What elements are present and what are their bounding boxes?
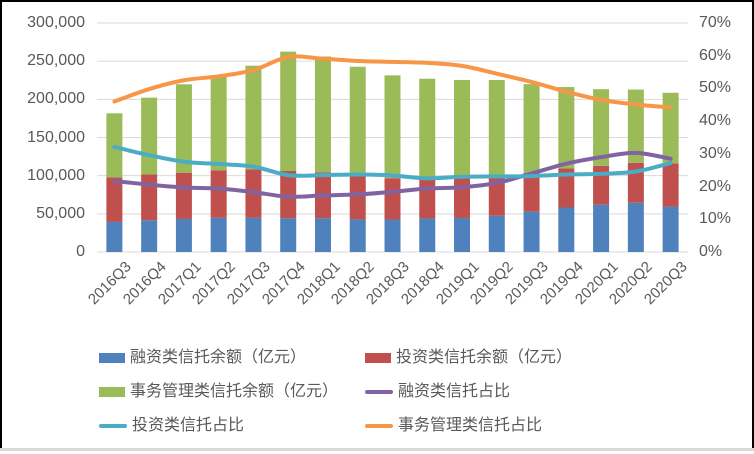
bar-segment-investment-balance: [141, 174, 158, 221]
bar-segment-investment-balance: [349, 175, 366, 220]
bar-segment-financing-balance: [558, 207, 575, 252]
bar-segment-financing-balance: [593, 204, 610, 252]
right-axis-tick-label: 20%: [699, 177, 732, 195]
bar-segment-admin-balance: [627, 89, 644, 163]
bar-segment-financing-balance: [280, 218, 297, 252]
bar-segment-admin-balance: [384, 75, 401, 179]
bar-segment-financing-balance: [349, 219, 366, 252]
right-axis-tick-label: 50%: [699, 79, 732, 97]
legend-label: 事务管理类信托占比: [398, 417, 543, 434]
bar-segment-financing-balance: [175, 218, 192, 252]
bar-segment-admin-balance: [349, 66, 366, 176]
legend-item-admin-ratio: 事务管理类信托占比: [365, 416, 572, 436]
legend-label: 融资类信托余额（亿元）: [130, 349, 307, 366]
bar-segment-admin-balance: [175, 84, 192, 173]
legend-swatch-investment-ratio: [99, 424, 127, 428]
bar-segment-admin-balance: [593, 89, 610, 166]
bar-segment-admin-balance: [662, 92, 679, 164]
bar-segment-investment-balance: [488, 176, 505, 216]
legend-swatch-financing-balance: [99, 353, 125, 363]
bar-segment-admin-balance: [280, 51, 297, 172]
bar-segment-financing-balance: [141, 220, 158, 252]
bar-segment-admin-balance: [454, 79, 471, 179]
bar-segment-investment-balance: [523, 172, 540, 212]
legend-item-financing-ratio: 融资类信托占比: [365, 382, 572, 402]
left-axis-tick-label: 300,000: [27, 14, 85, 31]
left-axis-tick-label: 0: [76, 243, 85, 260]
bar-segment-financing-balance: [245, 217, 262, 252]
bar-segment-financing-balance: [384, 219, 401, 252]
bar-segment-financing-balance: [106, 221, 123, 252]
right-axis-tick-label: 40%: [699, 112, 732, 130]
bar-segment-admin-balance: [523, 84, 540, 173]
bar-segment-investment-balance: [558, 168, 575, 208]
legend-swatch-admin-ratio: [365, 424, 393, 428]
legend-swatch-investment-balance: [365, 353, 391, 363]
bar-segment-admin-balance: [419, 78, 436, 180]
legend-label: 投资类信托余额（亿元）: [396, 349, 573, 366]
bar-segment-financing-balance: [314, 218, 331, 252]
chart-legend: 融资类信托余额（亿元） 投资类信托余额（亿元） 事务管理类信托余额（亿元） 融资类信托…: [99, 341, 572, 443]
bar-segment-financing-balance: [210, 217, 227, 252]
bar-segment-admin-balance: [141, 97, 158, 175]
line-investment-ratio: [112, 144, 673, 181]
bar-segment-investment-balance: [384, 178, 401, 220]
right-axis-tick-label: 30%: [699, 144, 732, 162]
bar-segment-financing-balance: [454, 217, 471, 252]
right-axis-tick-label: 70%: [699, 14, 732, 31]
left-axis-tick-label: 50,000: [36, 204, 85, 222]
bar-segment-financing-balance: [662, 206, 679, 252]
bar-segment-investment-balance: [454, 178, 471, 218]
bar-segment-investment-balance: [210, 170, 227, 218]
legend-item-investment-balance: 投资类信托余额（亿元）: [365, 348, 572, 368]
line-financing-ratio: [112, 150, 673, 199]
bar-segment-investment-balance: [280, 171, 297, 219]
bar-segment-investment-balance: [106, 177, 123, 222]
left-axis-tick-label: 250,000: [27, 52, 85, 70]
right-axis-tick-label: 10%: [699, 210, 732, 228]
bar-segment-admin-balance: [488, 80, 505, 177]
left-axis-tick-label: 100,000: [27, 166, 85, 184]
bar-segment-investment-balance: [419, 179, 436, 219]
legend-item-investment-ratio: 投资类信托占比: [99, 416, 365, 436]
line-admin-ratio: [112, 54, 673, 110]
bar-segment-financing-balance: [627, 202, 644, 252]
legend-label: 投资类信托占比: [132, 417, 245, 434]
right-axis-tick-label: 0%: [699, 243, 723, 260]
bar-segment-financing-balance: [488, 215, 505, 252]
bar-segment-financing-balance: [419, 218, 436, 252]
legend-label: 融资类信托占比: [398, 383, 511, 400]
left-axis-tick-label: 150,000: [27, 128, 85, 146]
bar-segment-financing-balance: [523, 211, 540, 252]
legend-label: 事务管理类信托余额（亿元）: [130, 383, 339, 400]
bar-segment-investment-balance: [662, 163, 679, 207]
bar-segment-admin-balance: [558, 87, 575, 169]
legend-item-financing-balance: 融资类信托余额（亿元）: [99, 348, 365, 368]
legend-swatch-financing-ratio: [365, 390, 393, 394]
bar-segment-admin-balance: [245, 65, 262, 170]
legend-item-admin-balance: 事务管理类信托余额（亿元）: [99, 382, 365, 402]
bar-segment-admin-balance: [210, 75, 227, 171]
bar-segment-investment-balance: [175, 172, 192, 219]
legend-swatch-admin-balance: [99, 387, 125, 397]
bar-segment-admin-balance: [314, 56, 331, 173]
left-axis-tick-label: 200,000: [27, 90, 85, 108]
right-axis-tick-label: 60%: [699, 46, 732, 64]
